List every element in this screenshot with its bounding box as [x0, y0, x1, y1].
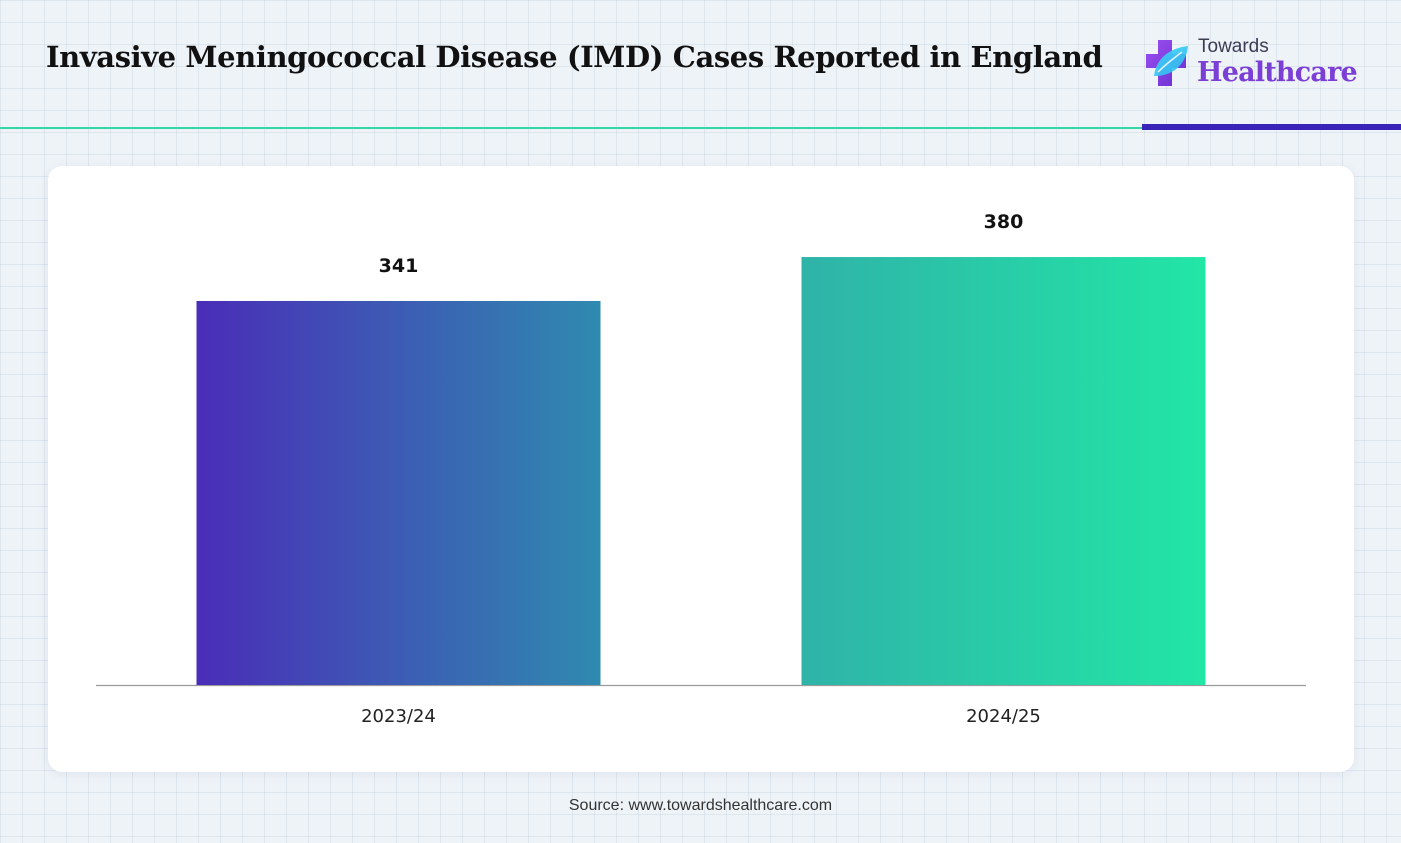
brand-logo: Towards Healthcare	[1142, 34, 1362, 94]
logo-healthcare-text: Healthcare	[1197, 57, 1358, 88]
data-label: 341	[379, 255, 419, 277]
x-tick-label: 2023/24	[361, 706, 436, 727]
bar-chart: 341 2023/24 380 2024/25	[96, 211, 1306, 727]
medical-cross-leaf-icon	[1146, 40, 1188, 86]
header: Invasive Meningococcal Disease (IMD) Cas…	[0, 0, 1401, 130]
page-title: Invasive Meningococcal Disease (IMD) Cas…	[46, 40, 1103, 74]
data-label: 380	[984, 211, 1024, 233]
header-divider	[0, 127, 1142, 129]
header-divider-accent	[1142, 124, 1401, 130]
bar-2023-24	[196, 300, 601, 685]
logo-towards-text: Towards	[1198, 36, 1269, 57]
x-tick-label: 2024/25	[966, 706, 1041, 727]
source-note: Source: www.towardshealthcare.com	[568, 797, 833, 814]
chart-card: 341 2023/24 380 2024/25	[48, 166, 1354, 772]
bar-2024-25	[801, 257, 1206, 685]
